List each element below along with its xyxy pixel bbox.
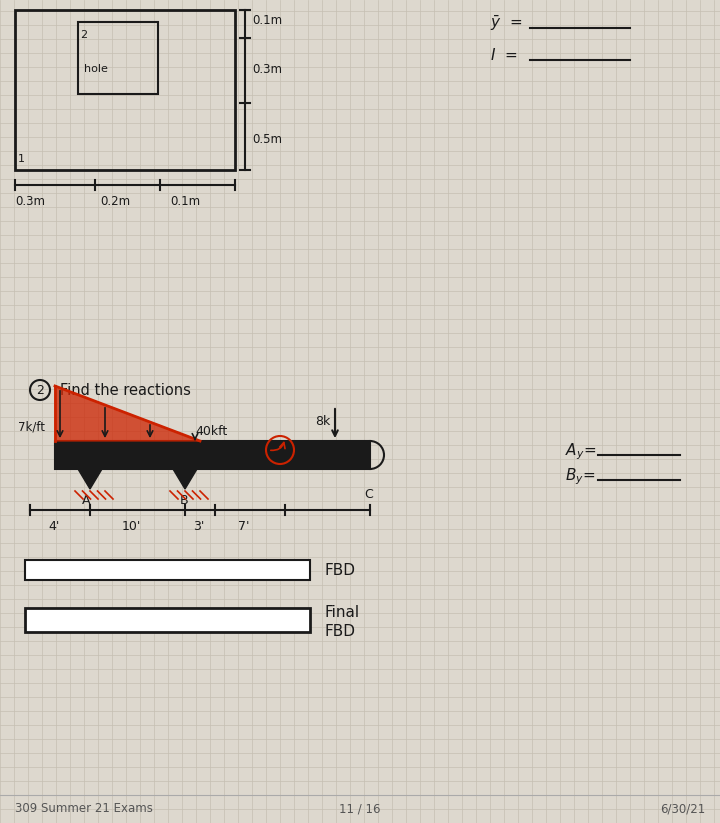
Text: 7k/ft: 7k/ft (18, 420, 45, 433)
Bar (15, 10, 235, 170)
Text: FBD: FBD (325, 563, 356, 578)
Text: 40kft: 40kft (195, 425, 228, 438)
Text: 1: 1 (18, 154, 25, 164)
Text: hole: hole (84, 64, 108, 74)
Text: Find the reactions: Find the reactions (60, 383, 191, 398)
Text: 0.3m: 0.3m (15, 195, 45, 208)
Text: 0.1m: 0.1m (170, 195, 200, 208)
Text: 11 / 16: 11 / 16 (339, 802, 381, 815)
Polygon shape (55, 386, 200, 441)
Text: 2: 2 (80, 30, 87, 40)
Text: 6/30/21: 6/30/21 (660, 802, 705, 815)
Text: A: A (82, 494, 91, 507)
Text: 7': 7' (238, 520, 250, 533)
Text: 4': 4' (48, 520, 59, 533)
Text: 0.3m: 0.3m (252, 63, 282, 76)
Text: 0.2m: 0.2m (100, 195, 130, 208)
Text: $I$  =: $I$ = (490, 47, 518, 63)
Polygon shape (78, 469, 102, 489)
Text: FBD: FBD (325, 624, 356, 639)
Text: $B_y$=: $B_y$= (565, 466, 595, 486)
Text: 0.5m: 0.5m (252, 133, 282, 146)
Polygon shape (173, 469, 197, 489)
Text: 10': 10' (122, 520, 141, 533)
Text: 0.1m: 0.1m (252, 14, 282, 27)
Text: 309 Summer 21 Exams: 309 Summer 21 Exams (15, 802, 153, 815)
Text: 2: 2 (36, 384, 44, 397)
Bar (25, 608, 310, 632)
Text: 3': 3' (193, 520, 204, 533)
Bar (78, 22, 158, 94)
Text: $\bar{y}$  =: $\bar{y}$ = (490, 14, 522, 33)
Text: $A_y$=: $A_y$= (565, 441, 596, 462)
Bar (55, 441, 370, 469)
Text: Final: Final (325, 605, 360, 620)
Text: B: B (180, 494, 189, 507)
Text: C: C (364, 488, 373, 501)
Bar (25, 560, 310, 580)
Text: 8k: 8k (315, 415, 330, 428)
